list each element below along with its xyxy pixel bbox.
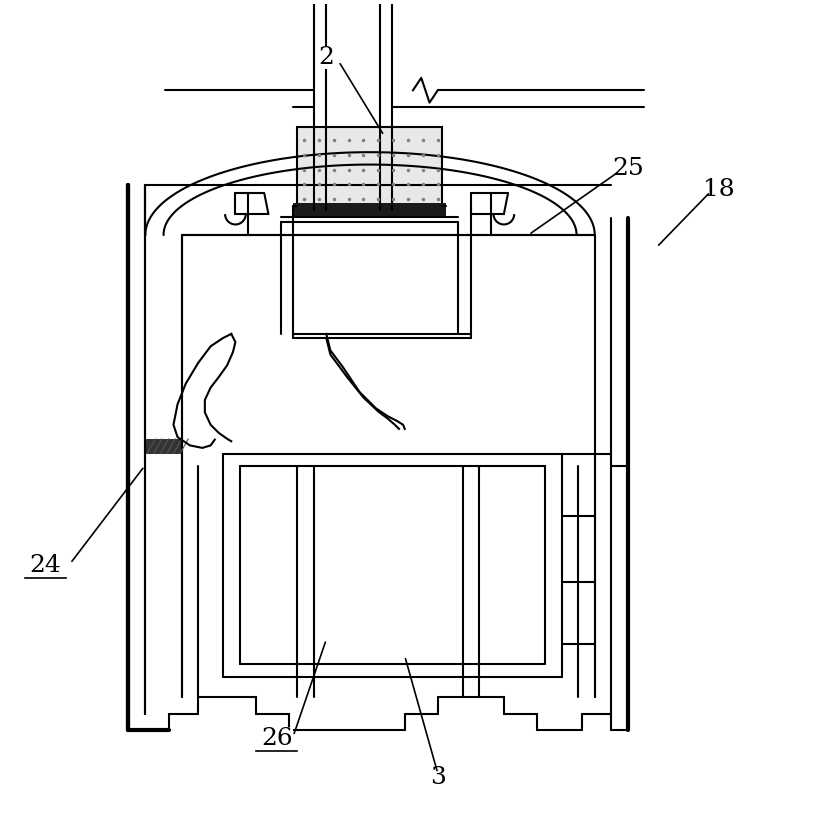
Text: 18: 18 xyxy=(703,178,734,201)
Text: 24: 24 xyxy=(30,554,61,576)
Text: 26: 26 xyxy=(261,727,292,751)
Bar xyxy=(297,127,442,206)
Text: 2: 2 xyxy=(318,46,335,68)
Bar xyxy=(293,203,446,218)
Text: 3: 3 xyxy=(430,766,446,789)
Text: 25: 25 xyxy=(612,157,643,180)
Bar xyxy=(145,439,182,454)
